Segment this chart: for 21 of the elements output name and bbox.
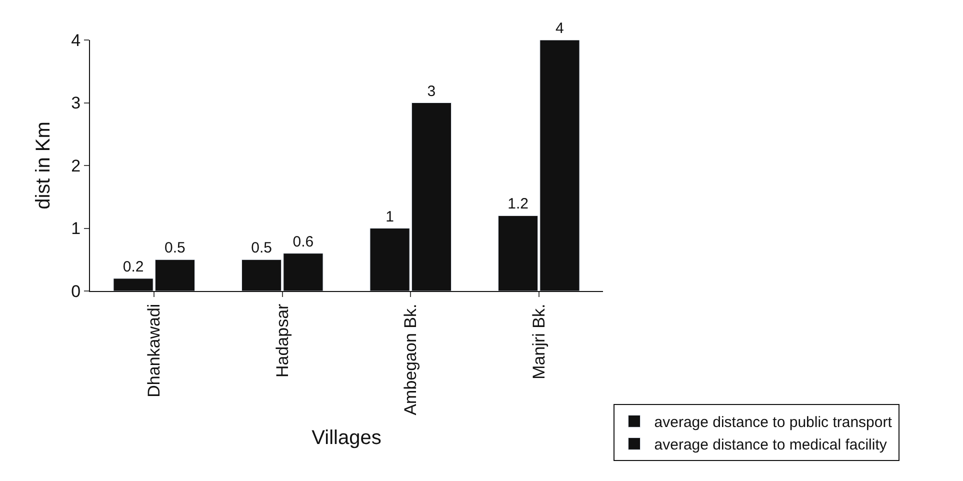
data-label: 0.5: [251, 240, 272, 257]
y-tick-label: 2: [71, 156, 81, 176]
x-tick-label: Manjri Bk.: [529, 304, 548, 380]
data-label: 0.5: [164, 240, 186, 257]
x-tick-label: Hadapsar: [272, 303, 292, 378]
y-tick-label: 1: [71, 219, 81, 238]
data-label: 3: [427, 82, 436, 100]
y-axis-title: dist in Km: [32, 122, 55, 210]
data-label: 1: [386, 208, 394, 226]
x-tick-label: Ambegaon Bk.: [401, 304, 420, 416]
y-tick-label: 0: [71, 282, 81, 301]
y-tick-label: 3: [71, 94, 81, 113]
data-label: 4: [556, 20, 564, 37]
x-axis-title: Villages: [312, 426, 382, 449]
data-label: 0.6: [292, 233, 314, 250]
legend-label: average distance to medical facility: [654, 436, 888, 454]
x-tick-label: Dhankawadi: [144, 304, 164, 398]
data-label: 1.2: [508, 196, 528, 213]
data-label: 0.2: [122, 258, 144, 276]
legend-label: average distance to public transport: [654, 414, 893, 432]
y-tick-label: 4: [71, 30, 81, 50]
